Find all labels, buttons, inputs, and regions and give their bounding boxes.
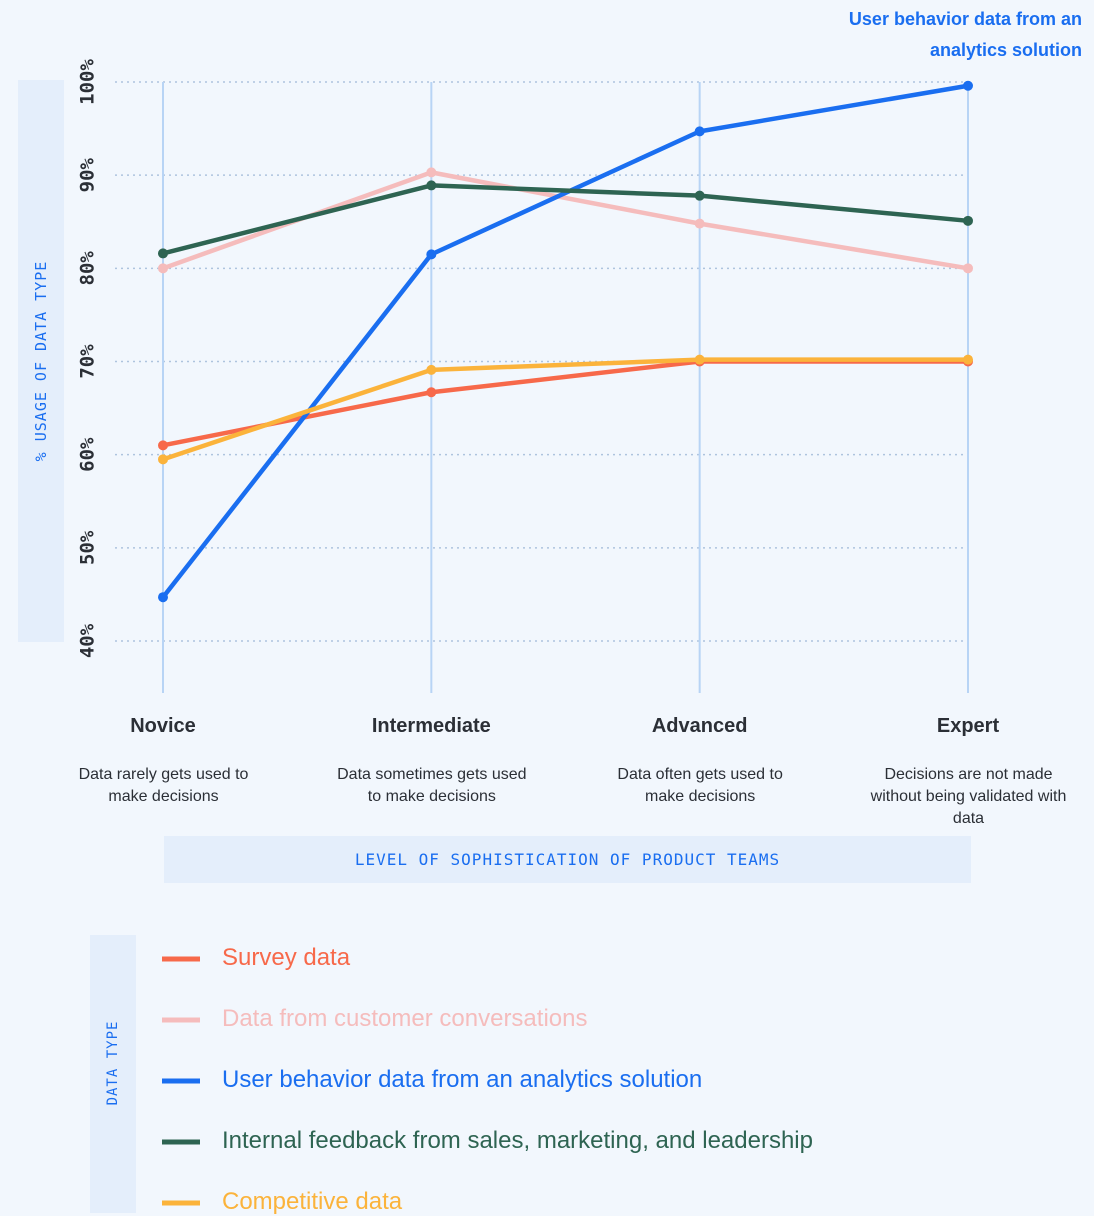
category-description: Data sometimes gets used to make decisio… — [337, 766, 527, 805]
point — [963, 354, 973, 365]
point — [158, 592, 168, 603]
legend-entry: Competitive data — [222, 1188, 403, 1215]
point — [963, 263, 973, 274]
point — [963, 80, 973, 91]
point — [694, 218, 705, 229]
point — [158, 454, 168, 465]
y-tick-label: 60% — [77, 437, 99, 472]
y-tick-label: 80% — [77, 251, 99, 286]
legend-entry: Data from customer conversations — [222, 1005, 588, 1032]
line — [161, 83, 969, 599]
x-tick-label: Intermediate — [371, 715, 491, 737]
line — [162, 359, 968, 448]
y-tick-label: 50% — [77, 530, 99, 565]
point — [694, 354, 705, 365]
y-tick-label: 70% — [77, 344, 99, 379]
y-tick-label: 100% — [77, 59, 99, 105]
x-tick-label: Expert — [936, 715, 1000, 737]
line — [162, 183, 969, 256]
point — [694, 126, 705, 137]
point — [426, 167, 437, 178]
x-axis-title: LEVEL OF SOPHISTICATION OF PRODUCT TEAMS — [354, 850, 781, 869]
line — [162, 170, 969, 271]
point — [426, 364, 437, 375]
point — [158, 263, 168, 274]
category-description: Data often gets used to make decisions — [617, 766, 783, 805]
y-tick-label: 90% — [77, 157, 99, 192]
point — [426, 387, 437, 398]
legend-box — [90, 935, 136, 1213]
legend-entry: Internal feedback from sales, marketing,… — [222, 1127, 813, 1154]
point — [158, 440, 168, 451]
point — [426, 180, 437, 191]
point — [426, 249, 437, 260]
legend-entry: Survey data — [222, 944, 351, 971]
x-tick-label: Advanced — [651, 715, 748, 737]
category-description: Decisions are not made without being val… — [870, 766, 1067, 827]
point — [158, 248, 168, 259]
x-tick-label: Novice — [130, 715, 196, 737]
y-label-box — [18, 80, 64, 642]
point — [963, 215, 973, 226]
x-label-box — [164, 836, 971, 883]
point — [694, 190, 705, 201]
line — [162, 357, 968, 462]
legend-entry: User behavior data from an analytics sol… — [222, 1066, 703, 1093]
category-description: Data rarely gets used to make decisions — [78, 766, 249, 805]
annotation: User behavior data from an analytics sol… — [848, 9, 1082, 60]
y-tick-label: 40% — [77, 623, 99, 658]
